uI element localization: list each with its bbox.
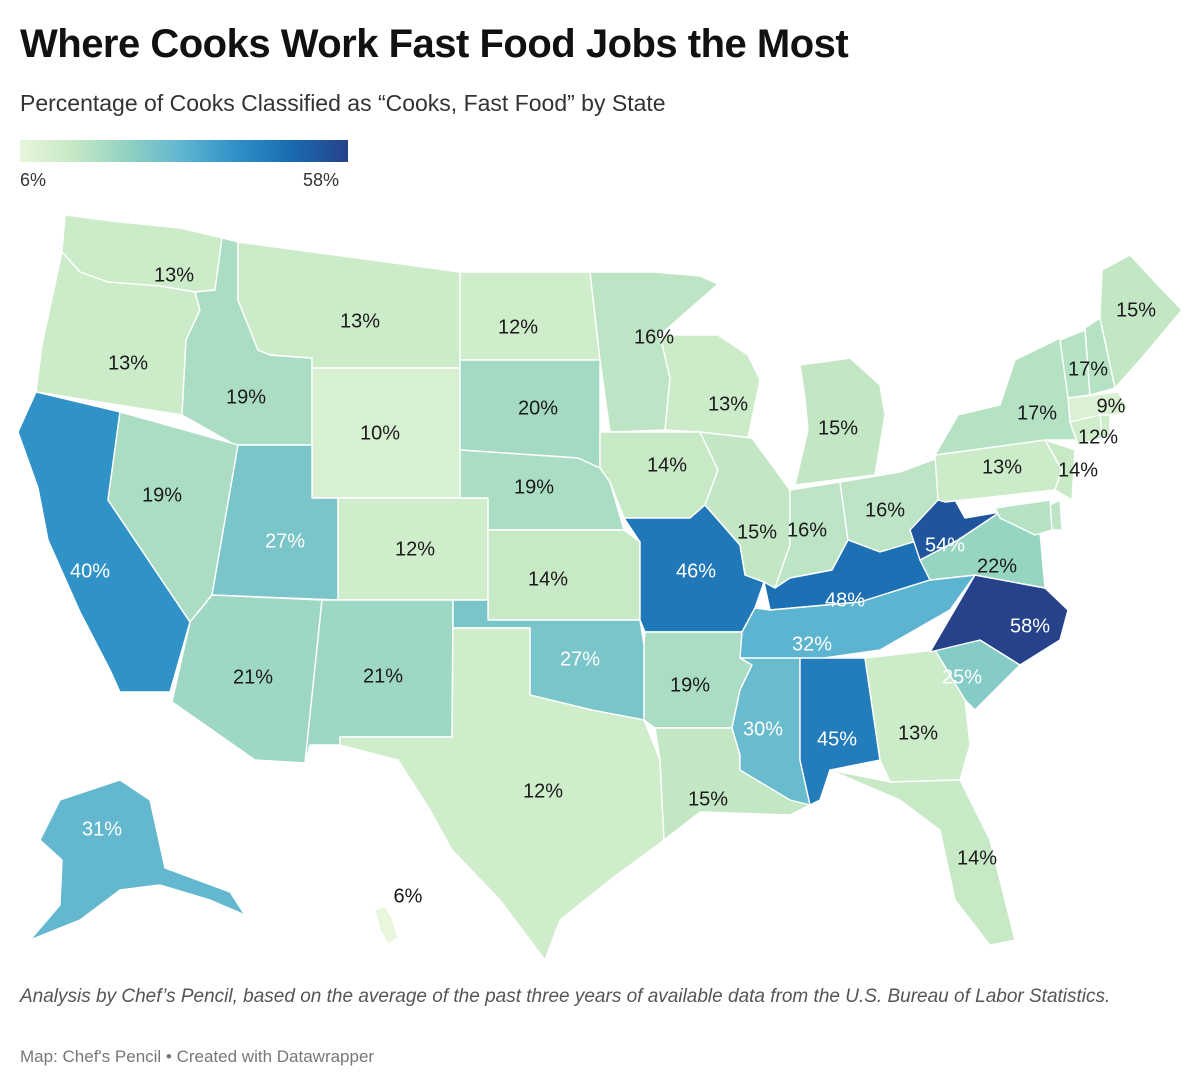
state-label-ks: 14%: [528, 568, 568, 590]
state-label-co: 12%: [395, 538, 435, 560]
state-ma: [1067, 391, 1129, 423]
state-label-or: 13%: [108, 352, 148, 374]
state-me: [1099, 254, 1183, 389]
chart-subtitle: Percentage of Cooks Classified as “Cooks…: [20, 90, 666, 116]
state-label-ak: 31%: [82, 818, 122, 840]
state-label-nc: 58%: [1010, 615, 1050, 637]
legend-max-label: 58%: [303, 170, 340, 190]
state-label-fl: 14%: [957, 847, 997, 869]
state-label-wa: 13%: [154, 264, 194, 286]
state-label-va: 22%: [977, 555, 1017, 577]
state-label-mi: 15%: [818, 417, 858, 439]
state-label-ne: 19%: [514, 476, 554, 498]
chart-title: Where Cooks Work Fast Food Jobs the Most: [20, 22, 849, 66]
state-label-ca: 40%: [70, 560, 110, 582]
state-label-pa: 13%: [982, 456, 1022, 478]
state-hi: [374, 905, 399, 945]
state-label-mn: 16%: [634, 326, 674, 348]
state-mt: [237, 241, 461, 369]
state-label-mo: 46%: [676, 560, 716, 582]
state-fl: [829, 769, 1016, 946]
state-mi: [794, 357, 886, 486]
state-label-wi: 13%: [708, 393, 748, 415]
legend-min-label: 6%: [20, 170, 47, 190]
state-label-ny: 17%: [1017, 402, 1057, 424]
state-label-mt: 13%: [340, 310, 380, 332]
source-notes: Analysis by Chef’s Pencil, based on the …: [20, 986, 1111, 1007]
state-label-wv: 54%: [925, 534, 965, 556]
state-label-ut: 27%: [265, 530, 305, 552]
state-nj: [1044, 439, 1076, 501]
state-label-tx: 12%: [523, 780, 563, 802]
state-label-ma: 9%: [1097, 395, 1126, 417]
state-wi: [659, 334, 761, 439]
state-label-la: 15%: [688, 788, 728, 810]
state-label-nj: 14%: [1058, 459, 1098, 481]
state-label-il: 15%: [737, 521, 777, 543]
state-label-ok: 27%: [560, 648, 600, 670]
state-label-hi: 6%: [394, 885, 423, 907]
state-label-ms: 30%: [743, 718, 783, 740]
state-label-vt: 17%: [1068, 358, 1108, 380]
state-label-sd: 20%: [518, 397, 558, 419]
us-choropleth-map: 13% 13% 40% 19% 19% 13% 10% 27% 21% 12% 21% 12% 20% 1…: [17, 214, 1183, 960]
color-scale-legend: [20, 140, 348, 162]
state-label-in: 16%: [787, 519, 827, 541]
credit-line: Map: Chef's Pencil • Created with Datawr…: [20, 1047, 375, 1066]
state-label-me: 15%: [1116, 299, 1156, 321]
state-label-nd: 12%: [498, 316, 538, 338]
state-label-ky: 48%: [825, 589, 865, 611]
state-mo: [623, 504, 765, 633]
state-label-oh: 16%: [865, 499, 905, 521]
state-label-nm: 21%: [363, 665, 403, 687]
state-label-sc: 25%: [942, 666, 982, 688]
state-label-wy: 10%: [360, 422, 400, 444]
state-ri: [1099, 414, 1111, 439]
state-ak: [29, 779, 246, 941]
state-label-ia: 14%: [647, 454, 687, 476]
state-md: [994, 499, 1053, 536]
state-tx: [339, 627, 665, 960]
state-label-az: 21%: [233, 666, 273, 688]
state-label-al: 45%: [817, 728, 857, 750]
state-label-nv: 19%: [142, 484, 182, 506]
state-label-id: 19%: [226, 386, 266, 408]
state-label-ga: 13%: [898, 722, 938, 744]
state-label-tn: 32%: [792, 633, 832, 655]
state-label-ar: 19%: [670, 674, 710, 696]
state-label-ct: 12%: [1078, 426, 1118, 448]
